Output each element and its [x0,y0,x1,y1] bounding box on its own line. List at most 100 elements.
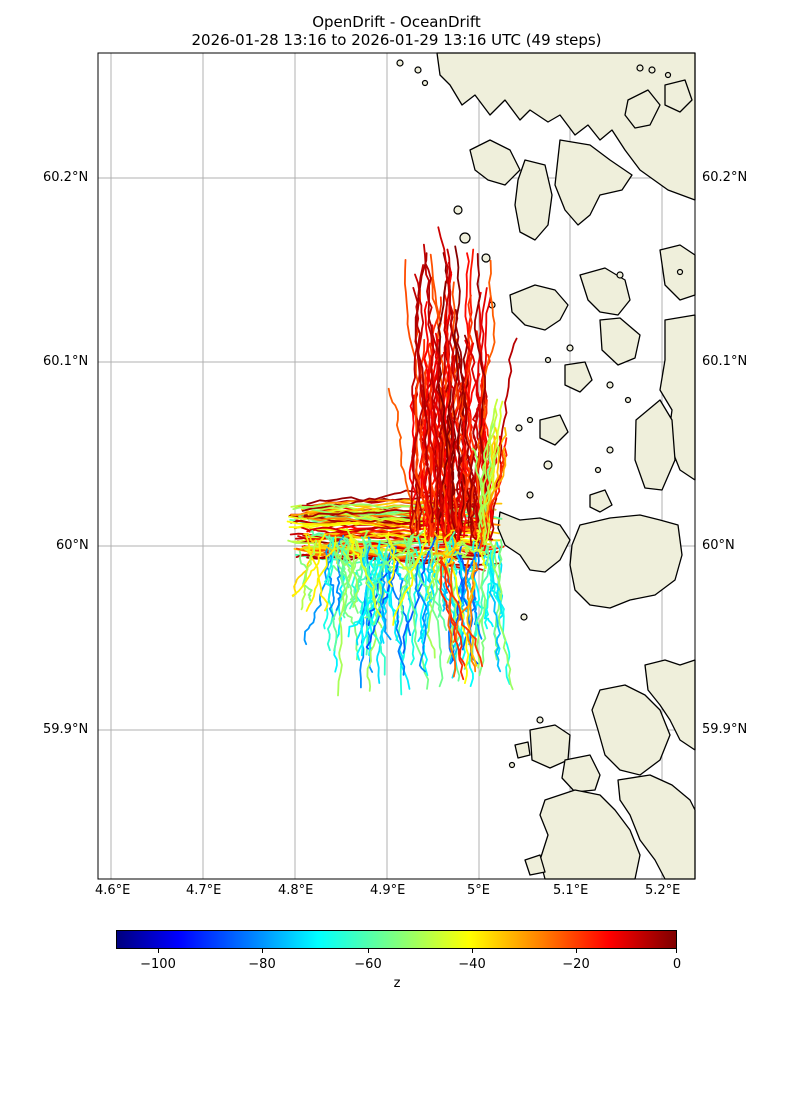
colorbar [116,930,677,949]
trajectory [426,537,436,659]
trajectory [310,530,349,553]
trajectory [439,560,465,681]
trajectory [417,543,440,642]
trajectory [339,537,349,586]
colorbar-tick [158,948,159,953]
trajectory [437,531,456,618]
colorbar-tick [262,948,263,953]
trajectory [484,400,504,545]
lat-label-left-2: 60°N [56,538,89,553]
trajectory [303,533,339,564]
colorbar-tick-label: −100 [140,957,176,972]
lat-label-right-1: 60.1°N [702,354,748,369]
trajectory [384,535,410,573]
trajectory [303,538,334,646]
trajectory [392,526,427,626]
trajectory [437,226,457,523]
trajectory [451,547,470,558]
trajectory [344,529,368,586]
trajectory [430,332,447,537]
trajectory [451,560,470,684]
trajectory [458,540,486,556]
plot-subtitle: 2026-01-28 13:16 to 2026-01-29 13:16 UTC… [191,31,602,49]
colorbar-tick-label: −20 [562,957,590,972]
lat-label-left-1: 60.1°N [43,354,89,369]
trajectory [369,544,392,572]
trajectory [466,559,478,667]
trajectory [410,548,423,666]
trajectory [433,532,457,561]
trajectory [445,544,458,664]
trajectory [346,540,359,608]
trajectory [453,245,465,536]
lon-label-5: 5.1°E [553,883,589,898]
lon-label-2: 4.8°E [278,883,314,898]
trajectory [346,527,382,618]
trajectory [333,562,345,673]
trajectory [454,309,473,527]
colorbar-tick [472,948,473,953]
trajectory [468,557,481,687]
trajectory [454,362,465,535]
trajectory [414,252,434,524]
trajectory [478,548,490,677]
trajectory [479,447,506,549]
trajectory [420,550,434,640]
trajectory [440,557,449,612]
trajectory [335,541,352,579]
drift-trajectories [286,226,518,697]
trajectory [335,534,345,611]
lat-label-right-2: 60°N [702,538,735,553]
trajectory [440,559,483,667]
colorbar-gradient [117,931,676,948]
colorbar-tick-label: −80 [248,957,276,972]
trajectory [323,536,335,630]
trajectory [431,551,444,688]
colorbar-tick [576,948,577,953]
trajectory [360,536,386,676]
trajectory [305,535,337,612]
trajectory [305,534,329,612]
trajectory [291,542,318,597]
trajectory [424,262,444,520]
trajectory [327,534,350,589]
colorbar-tick [368,948,369,953]
plot-title: OpenDrift - OceanDrift [312,13,481,31]
lat-label-left-0: 60.2°N [43,170,89,185]
lon-label-3: 4.9°E [370,883,406,898]
coastline-islets [396,59,684,769]
trajectory [378,528,426,567]
trajectory [398,533,415,611]
trajectory [489,540,514,691]
trajectory [418,338,433,538]
lon-label-4: 5°E [467,883,490,898]
lon-label-1: 4.7°E [186,883,222,898]
trajectory [429,253,447,541]
trajectory [485,447,507,524]
lat-label-right-0: 60.2°N [702,170,748,185]
trajectory [440,248,457,529]
trajectory [379,561,392,641]
trajectory [326,553,335,620]
trajectory [414,556,428,673]
trajectory [485,556,503,614]
trajectory [478,445,500,533]
colorbar-tick-label: 0 [672,957,682,972]
trajectory [403,537,430,690]
trajectory [408,394,417,542]
trajectory [356,540,381,661]
trajectory [292,533,326,598]
colorbar-label: z [393,976,401,991]
colorbar-tick [676,948,677,953]
lon-label-6: 5.2°E [645,883,681,898]
trajectory [423,243,445,523]
coastline-land [436,52,696,880]
colorbar-tick-label: −60 [354,957,382,972]
colorbar-tick-label: −40 [458,957,486,972]
trajectory [457,342,475,532]
lon-label-0: 4.6°E [95,883,131,898]
lat-label-left-3: 59.9°N [43,722,89,737]
trajectory [411,287,424,531]
lat-label-right-3: 59.9°N [702,722,748,737]
